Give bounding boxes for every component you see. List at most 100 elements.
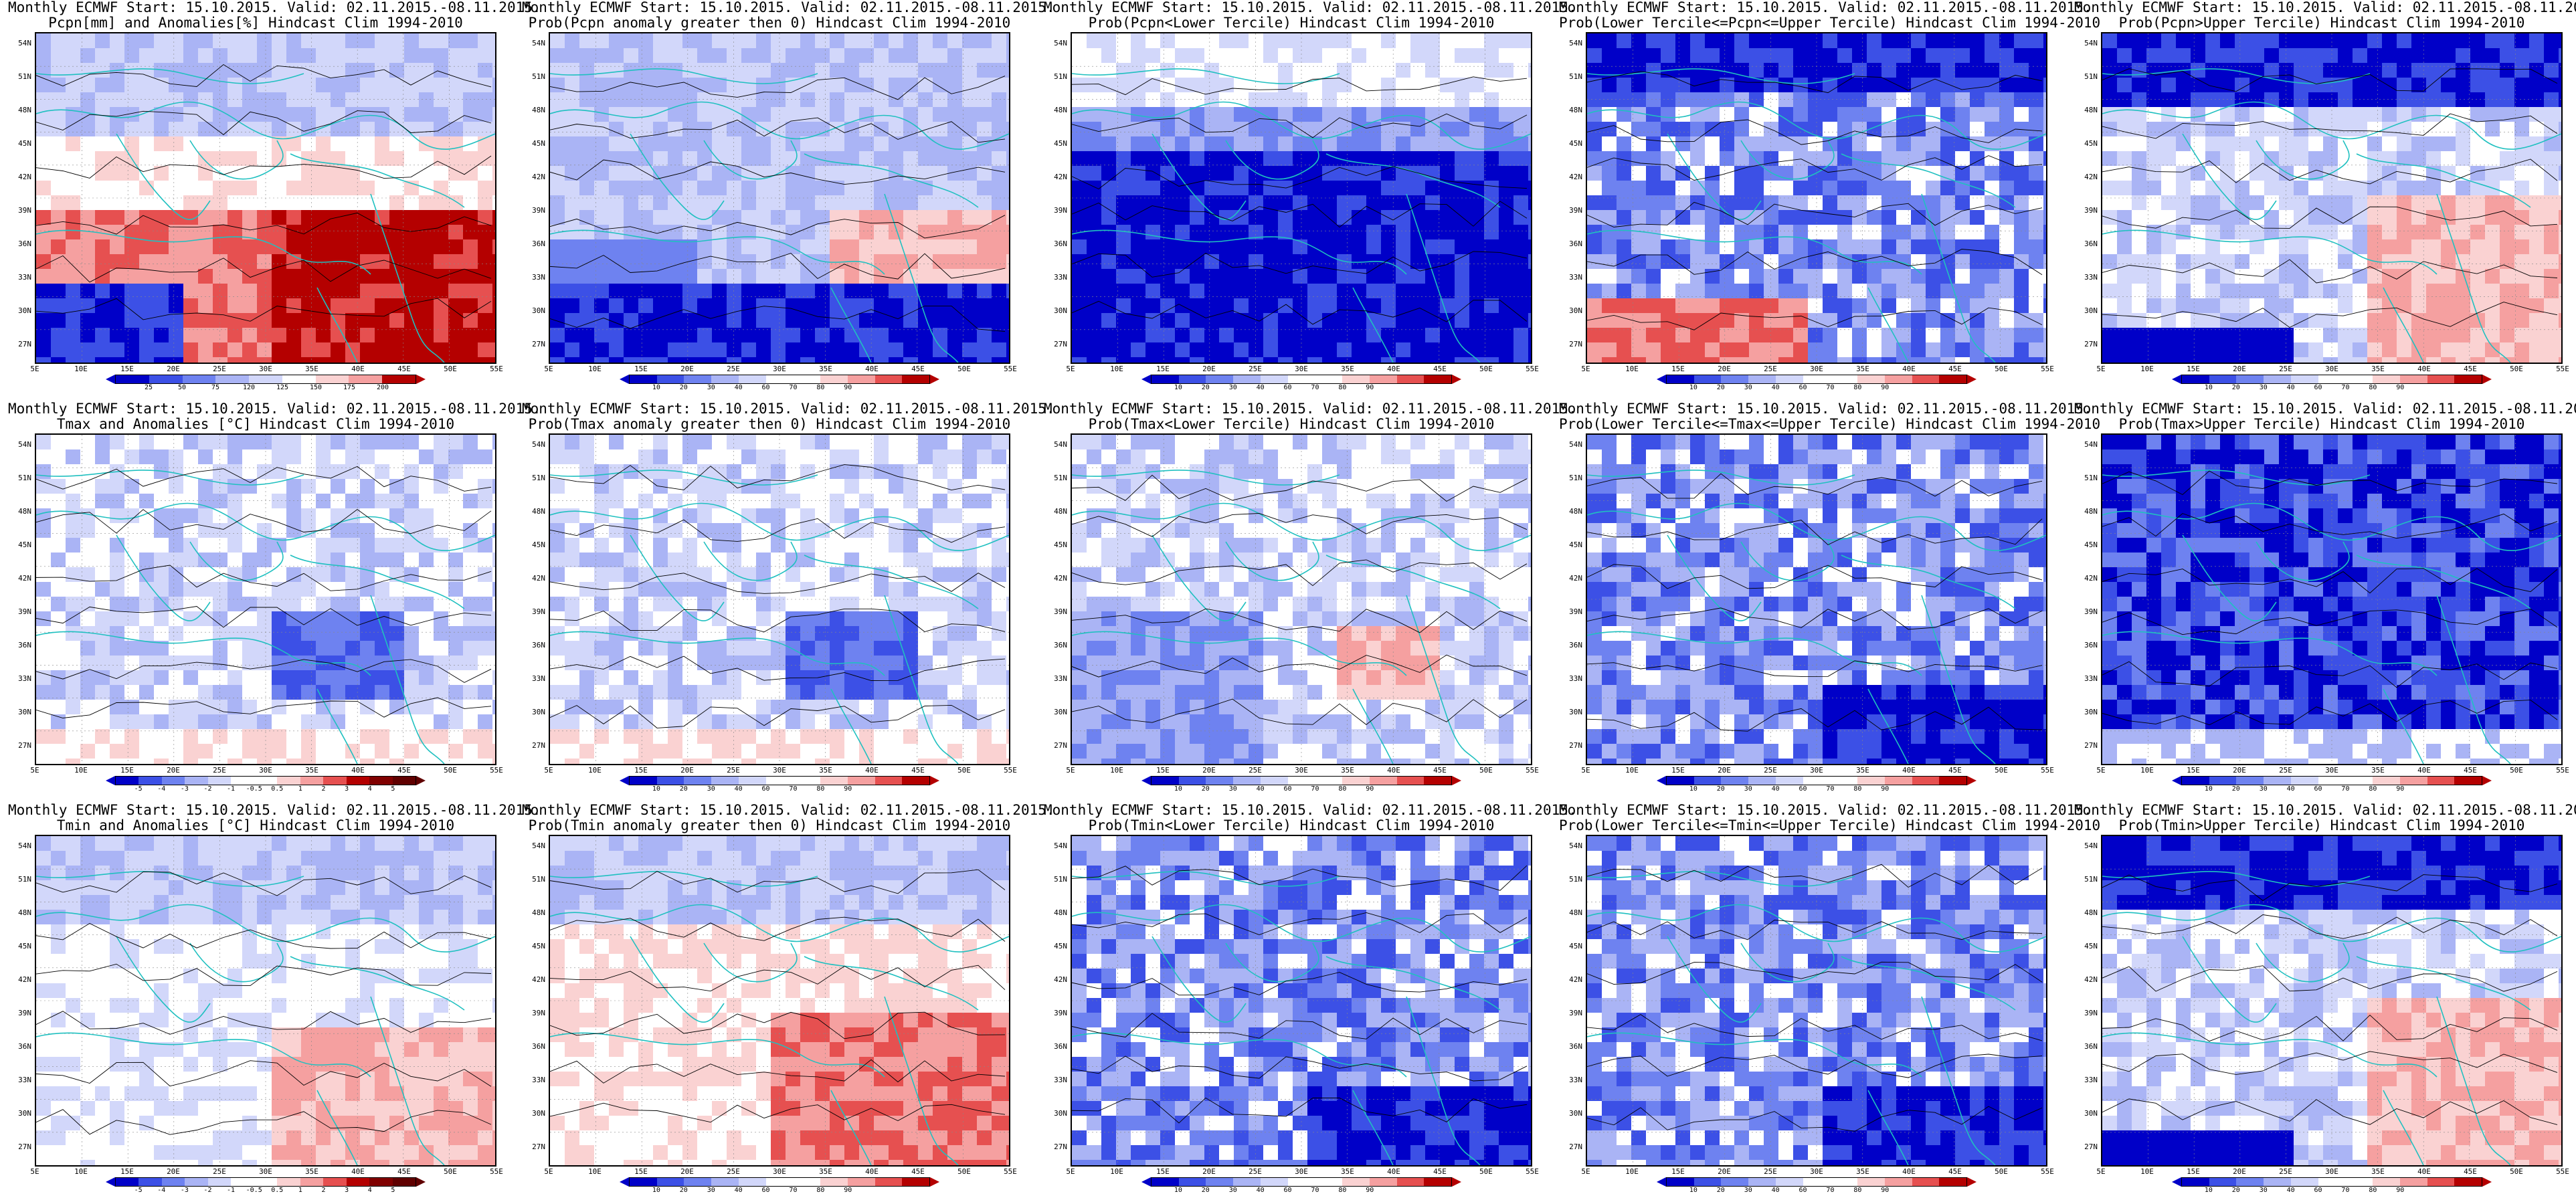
map-field-cell [2146, 269, 2162, 284]
map-field-cell [682, 225, 698, 240]
colorbar-arrow-left [1657, 375, 1666, 384]
map-field-cell [1307, 342, 1323, 358]
map-field-cell [301, 122, 316, 137]
map-field-cell [227, 181, 243, 196]
map-field-cell [1101, 181, 1117, 196]
map-field-cell [2220, 78, 2235, 93]
colorbar-segment [1939, 375, 1967, 383]
map-field-cell [2161, 342, 2177, 358]
map-field-cell [1410, 63, 1426, 78]
map-field-cell [1631, 122, 1647, 137]
map-field-cell [389, 107, 405, 122]
map-field-cell [2456, 92, 2471, 108]
map-field-cell [375, 181, 390, 196]
map-field-cell [1764, 151, 1779, 167]
map-field-cell [51, 357, 66, 363]
map-field-cell [1440, 166, 1455, 181]
map-field-cell [183, 92, 199, 108]
map-field-cell [1425, 181, 1441, 196]
map-field-cell [594, 78, 610, 93]
map-field-cell [1690, 210, 1706, 225]
map-field-cell [992, 225, 1007, 240]
map-field-cell [1675, 357, 1691, 363]
map-field-cell [478, 357, 493, 363]
map-field-cell [36, 538, 52, 553]
map-field-cell [1940, 151, 1956, 167]
longitude-tick-label: 20E [680, 365, 694, 373]
map-field-cell [1440, 357, 1455, 363]
colorbar-segment [2264, 375, 2291, 383]
map-field-cell [1793, 63, 1809, 78]
map-field-cell [419, 759, 434, 764]
map-field-cell [183, 342, 199, 358]
map-field-cell [1116, 357, 1131, 363]
map-field-cell [360, 553, 375, 568]
map-field-cell [80, 33, 96, 49]
map-field-cell [771, 78, 786, 93]
map-field-cell [1793, 225, 1809, 240]
map-field-cell [331, 597, 346, 612]
map-field-cell [1705, 136, 1720, 152]
map-field-cell [2117, 239, 2132, 255]
map-field-cell [653, 78, 668, 93]
map-field-cell [80, 166, 96, 181]
latitude-tick-label: 51N [18, 72, 31, 81]
map-field-cell [331, 538, 346, 553]
map-field-cell [316, 449, 331, 465]
map-field-cell [1513, 239, 1529, 255]
map-field-cell [2353, 225, 2368, 240]
map-field-cell [492, 239, 495, 255]
map-field-cell [213, 508, 228, 524]
map-field-cell [2043, 342, 2046, 358]
map-field-cell [66, 210, 81, 225]
map-field-cell [1499, 210, 1514, 225]
map-field-cell [874, 48, 889, 64]
map-field-cell [80, 210, 96, 225]
map-field-cell [2146, 357, 2162, 363]
map-field-cell [1646, 92, 1661, 108]
map-field-cell [2426, 122, 2442, 137]
map-field-cell [2353, 136, 2368, 152]
map-field-cell [1204, 78, 1220, 93]
map-field-cell [1190, 342, 1205, 358]
map-field-cell [227, 464, 243, 480]
map-field-cell [95, 239, 110, 255]
map-field-cell [2176, 92, 2191, 108]
map-field-cell [2029, 239, 2044, 255]
map-field-cell [1469, 210, 1485, 225]
latitude-tick-label: 39N [2084, 206, 2098, 215]
map-field-cell [36, 700, 52, 715]
map-field-cell [478, 479, 493, 494]
map-field-cell [2235, 92, 2250, 108]
map-field-cell [830, 107, 845, 122]
map-field-cell [771, 357, 786, 363]
contour-line [1587, 71, 2043, 94]
map-field-cell [1661, 195, 1676, 211]
map-field-cell [1999, 254, 2015, 270]
map-field-cell [1793, 254, 1809, 270]
map-field-cell [1337, 122, 1352, 137]
map-field-cell [1970, 239, 1985, 255]
map-field-cell [286, 166, 302, 181]
map-field-cell [492, 254, 495, 270]
map-field-cell [579, 284, 595, 299]
map-field-cell [1661, 342, 1676, 358]
map-field-cell [80, 759, 96, 764]
map-field-cell [1911, 210, 1926, 225]
map-field-cell [242, 714, 258, 730]
map-field-cell [1131, 284, 1146, 299]
map-field-cell [154, 136, 169, 152]
map-field-cell [463, 122, 478, 137]
map-field-cell [800, 151, 816, 167]
map-field-cell [2043, 210, 2046, 225]
map-field-cell [1734, 92, 1750, 108]
map-field-cell [316, 195, 331, 211]
map-field-cell [2279, 298, 2294, 314]
map-field-cell [419, 254, 434, 270]
map-field-cell [1366, 284, 1382, 299]
map-field-cell [2397, 225, 2412, 240]
map-field-cell [95, 48, 110, 64]
map-field-cell [1631, 225, 1647, 240]
map-field-cell [594, 151, 610, 167]
colorbar-tick-label: 60 [1799, 384, 1807, 391]
